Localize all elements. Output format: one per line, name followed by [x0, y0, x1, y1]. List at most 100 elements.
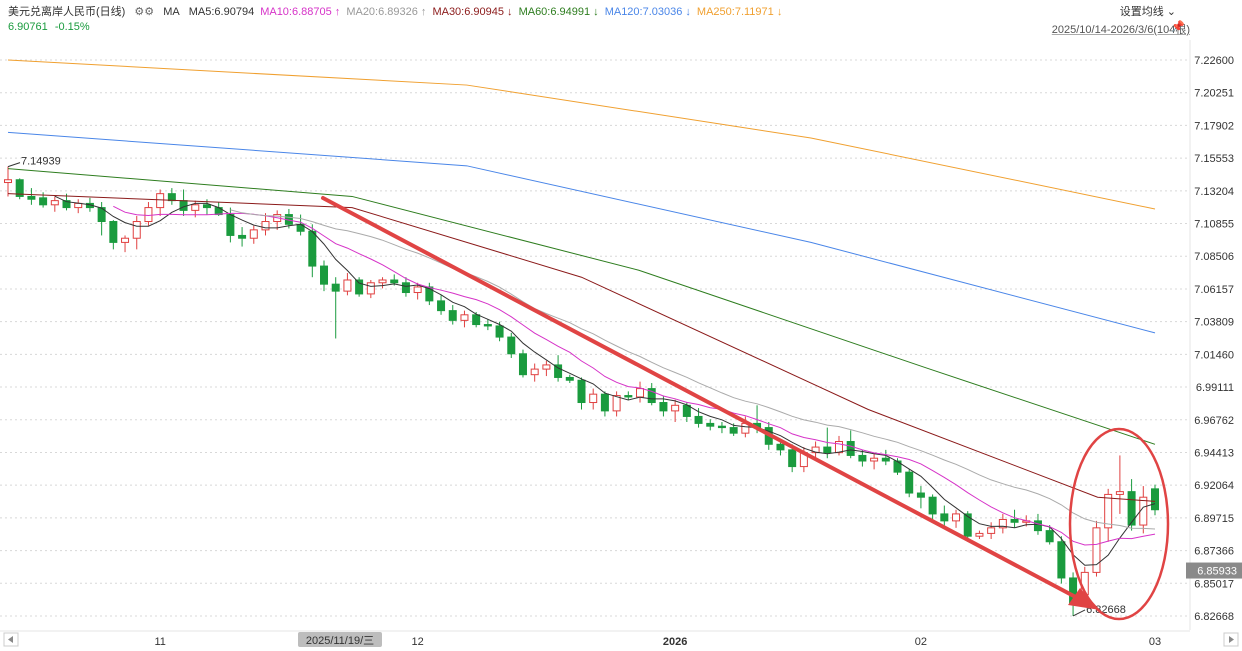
- x-tick-label: 02: [915, 636, 927, 648]
- candle-body: [1127, 491, 1136, 526]
- y-tick-label: 7.01460: [1194, 349, 1234, 361]
- scroll-right-icon[interactable]: [1223, 632, 1239, 647]
- highlighted-date-label: 2025/11/19/三: [306, 635, 374, 647]
- candle: [238, 227, 247, 247]
- ma60-line: [7, 168, 1156, 445]
- candle-body: [952, 513, 961, 522]
- candle: [167, 188, 176, 205]
- candle-body: [366, 282, 375, 295]
- y-tick-label: 7.08506: [1194, 251, 1234, 263]
- candle-body: [612, 395, 621, 412]
- candle: [518, 349, 527, 378]
- candle-body: [425, 286, 434, 302]
- candle: [694, 408, 703, 428]
- ma250-line: [7, 59, 1156, 210]
- candle-body: [530, 368, 539, 376]
- ma10-line: [113, 205, 1156, 546]
- y-tick-label: 6.99111: [1196, 382, 1234, 394]
- candle-body: [437, 300, 446, 312]
- candle-body: [1151, 488, 1159, 511]
- candle: [378, 277, 387, 289]
- y-tick-label: 7.10855: [1194, 219, 1234, 231]
- candle-body: [1057, 541, 1066, 579]
- candle: [1104, 488, 1113, 542]
- indicator-label[interactable]: MA: [163, 6, 180, 18]
- candle: [249, 225, 258, 244]
- candle-body: [811, 446, 820, 454]
- price-summary: 6.90761 -0.15%: [8, 21, 90, 33]
- candle: [846, 430, 855, 459]
- candle: [624, 391, 633, 400]
- y-tick-label: 7.22600: [1194, 55, 1234, 67]
- candle-body: [1104, 493, 1113, 529]
- highlight-ellipse: [1068, 427, 1170, 621]
- ma20-line: [230, 209, 1156, 530]
- candle: [413, 282, 422, 300]
- candle-body: [776, 443, 785, 451]
- candle-body: [998, 518, 1007, 529]
- candle-body: [202, 204, 211, 209]
- ma-legend-item: MA5:6.90794: [188, 6, 255, 18]
- candle-body: [870, 457, 879, 462]
- date-range-button[interactable]: 2025/10/14-2026/3/6(104根): [1052, 21, 1190, 37]
- candle: [144, 202, 153, 226]
- candle-body: [320, 265, 329, 285]
- scroll-left-icon[interactable]: [3, 632, 19, 647]
- candle: [893, 458, 902, 475]
- y-tick-label: 7.17902: [1194, 120, 1234, 132]
- candle-body: [1115, 491, 1124, 495]
- y-tick-label: 7.06157: [1194, 284, 1234, 296]
- candle-body: [963, 513, 972, 537]
- candle: [1010, 509, 1019, 528]
- candle-body: [858, 454, 867, 462]
- candle: [4, 166, 12, 197]
- gear-icon[interactable]: ⚙⚙: [134, 6, 155, 18]
- y-tick-label: 6.85017: [1194, 578, 1234, 590]
- candle-body: [15, 179, 24, 197]
- candle: [1057, 536, 1066, 584]
- candle: [870, 452, 879, 470]
- candle: [1115, 455, 1124, 514]
- current-price-tag: 6.85933: [1197, 566, 1237, 578]
- candle-body: [413, 286, 422, 294]
- y-tick-label: 6.82668: [1194, 611, 1234, 623]
- highlighted-date: 2025/11/19/三: [298, 632, 382, 647]
- chart-header: 美元兑离岸人民币(日线) ⚙⚙ MA MA5:6.90794 MA10:6.887…: [0, 0, 1242, 38]
- trend-arrow-shaft: [321, 196, 1087, 604]
- candle: [998, 513, 1007, 534]
- candle: [425, 282, 434, 306]
- candle-body: [331, 283, 340, 292]
- x-tick-label: 11: [154, 636, 165, 648]
- ma30-line: [7, 193, 1156, 502]
- candle: [589, 388, 598, 410]
- ma-settings-button[interactable]: 设置均线 ⌄: [1120, 3, 1176, 19]
- candle-body: [238, 234, 247, 239]
- candle-body: [542, 364, 551, 370]
- candle-body: [226, 214, 235, 236]
- candle: [320, 260, 329, 292]
- candle: [952, 509, 961, 528]
- settings-label: 设置均线: [1119, 6, 1164, 18]
- candle-body: [483, 324, 492, 327]
- candle-body: [1010, 518, 1019, 523]
- candle: [355, 277, 364, 297]
- candle-body: [834, 441, 843, 454]
- candle: [132, 215, 141, 250]
- candle-body: [565, 376, 574, 381]
- candle-body: [940, 513, 949, 522]
- candle-body: [671, 404, 680, 412]
- y-tick-label: 6.94413: [1194, 447, 1234, 459]
- x-tick-label: 2026: [663, 636, 687, 648]
- candle-body: [50, 200, 59, 206]
- ma-legend-item: MA120:7.03036 ↓: [604, 6, 691, 18]
- candle: [1045, 525, 1054, 545]
- pin-icon[interactable]: 📌: [1171, 21, 1185, 33]
- y-tick-label: 6.96762: [1194, 415, 1234, 427]
- candle-body: [401, 282, 410, 294]
- candle: [717, 422, 726, 434]
- candle: [74, 199, 83, 214]
- candle: [881, 449, 890, 466]
- candle: [483, 318, 492, 331]
- candle-body: [308, 230, 317, 267]
